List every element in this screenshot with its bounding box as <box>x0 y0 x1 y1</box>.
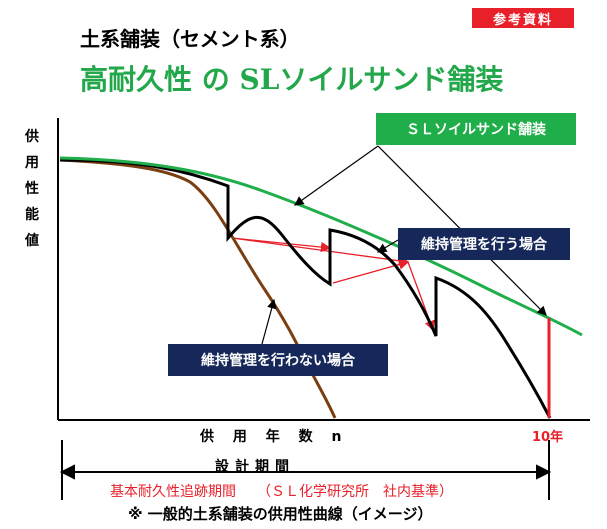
design-period-label: 設計期間 <box>215 459 295 475</box>
page-title: 高耐久性 の SLソイルサンド舗装 <box>80 63 504 96</box>
y-axis-label-char: 値 <box>25 233 39 249</box>
maintained-curve <box>59 158 552 419</box>
unmaintained-label: 維持管理を行わない場合 <box>168 344 388 376</box>
y-axis-label-char: 能 <box>25 207 39 223</box>
ten-year-label: 10年 <box>532 430 564 445</box>
footnote: ※ 一般的土系舗装の供用性曲線（イメージ） <box>128 505 433 523</box>
maintained-label: 維持管理を行う場合 <box>398 228 570 260</box>
tracking-period-note: 基本耐久性追跡期間 （ＳＬ化学研究所 社内基準） <box>110 484 453 500</box>
y-axis-label-char: 供 <box>25 129 39 145</box>
page-subtitle: 土系舗装（セメント系） <box>80 27 300 51</box>
design-period-bracket <box>59 440 552 500</box>
x-axis-label: 供 用 年 数 n <box>200 429 343 445</box>
y-axis-label-char: 性 <box>25 181 39 197</box>
y-axis-label: 供用性能値 <box>22 124 42 254</box>
reference-badge: 参考資料 <box>472 8 574 28</box>
sl-soil-sand-line <box>59 156 583 337</box>
sl-soil-sand-label: ＳＬソイルサンド舗装 <box>376 113 576 145</box>
y-axis-label-char: 用 <box>25 155 39 171</box>
unmaintained-curve <box>59 158 337 419</box>
